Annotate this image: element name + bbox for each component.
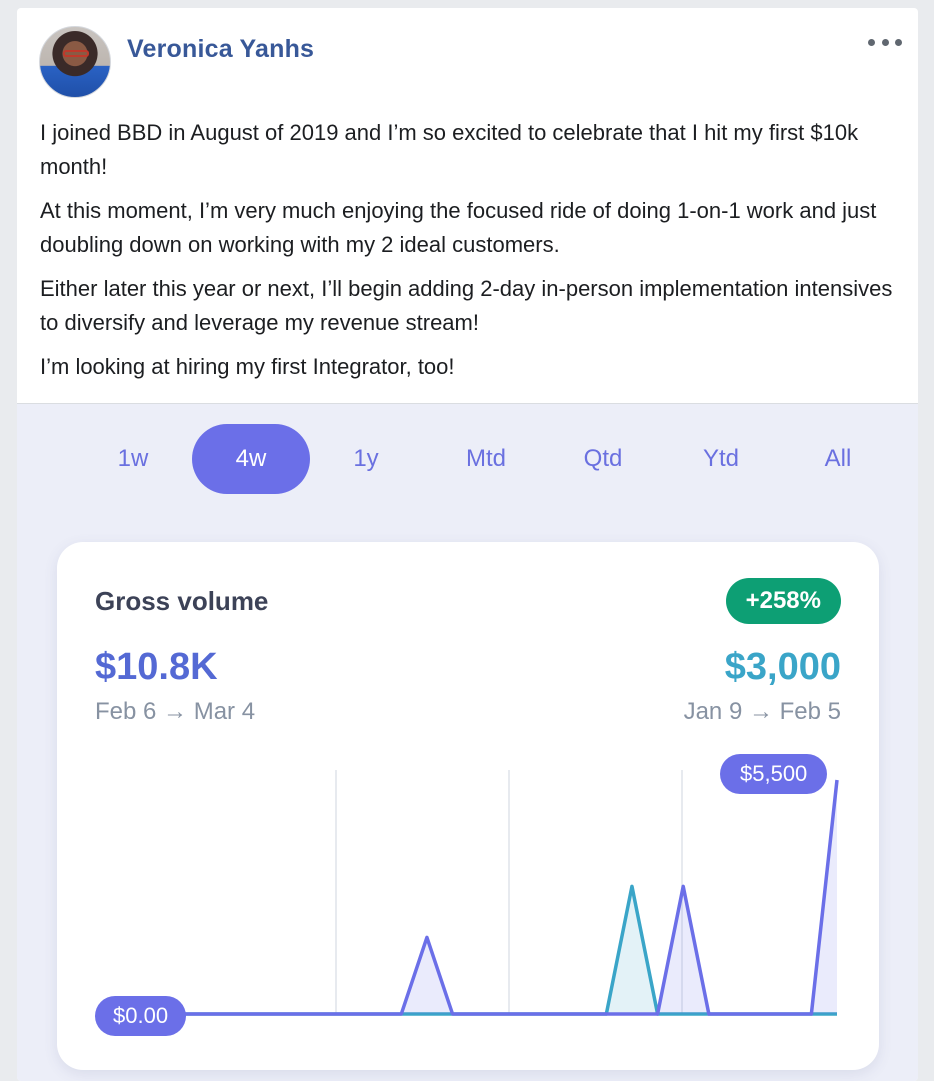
tab-4w[interactable]: 4w <box>192 424 310 494</box>
tab-qtd[interactable]: Qtd <box>583 445 623 472</box>
current-range: Feb 6 → Mar 4 <box>95 698 256 725</box>
more-options-icon[interactable] <box>868 34 902 50</box>
chart-title: Gross volume <box>95 586 269 616</box>
author-name[interactable]: Veronica Yanhs <box>127 35 315 63</box>
post-card: Veronica Yanhs I joined BBD in August of… <box>17 8 918 1081</box>
post-body: I joined BBD in August of 2019 and I’m s… <box>40 116 900 394</box>
post-paragraph: I’m looking at hiring my first Integrato… <box>40 354 455 379</box>
series-line <box>145 779 839 1016</box>
tab-all[interactable]: All <box>824 445 852 472</box>
post-header: Veronica Yanhs <box>17 8 918 108</box>
series-area <box>145 886 837 1014</box>
tab-ytd[interactable]: Ytd <box>702 445 740 472</box>
max-value-label: $5,500 <box>720 754 828 794</box>
post-paragraph: At this moment, I’m very much enjoying t… <box>40 198 877 257</box>
range-tabs: 1w 4w 1y Mtd Qtd Ytd All <box>57 424 897 494</box>
post-paragraph: I joined BBD in August of 2019 and I’m s… <box>40 120 859 179</box>
series-layer <box>145 779 839 1016</box>
previous-range: Jan 9 → Feb 5 <box>683 698 841 725</box>
embedded-screenshot: 1w 4w 1y Mtd Qtd Ytd All Gross volume +2… <box>17 403 918 1081</box>
gross-volume-card[interactable]: Gross volume +258% $10.8K $3,000 Feb 6 →… <box>57 542 879 1070</box>
tab-mtd[interactable]: Mtd <box>465 445 506 472</box>
series-line <box>145 884 837 1016</box>
zero-value-label: $0.00 <box>95 996 187 1036</box>
current-value: $10.8K <box>95 646 218 688</box>
tab-1w[interactable]: 1w <box>117 445 149 472</box>
previous-value: $3,000 <box>724 646 841 688</box>
tab-1y[interactable]: 1y <box>353 445 379 472</box>
gross-volume-chart <box>145 770 839 1016</box>
avatar[interactable] <box>39 26 111 98</box>
post-paragraph: Either later this year or next, I’ll beg… <box>40 276 893 335</box>
avatar-glasses <box>63 50 89 57</box>
change-badge: +258% <box>725 578 841 624</box>
series-area <box>145 780 837 1014</box>
